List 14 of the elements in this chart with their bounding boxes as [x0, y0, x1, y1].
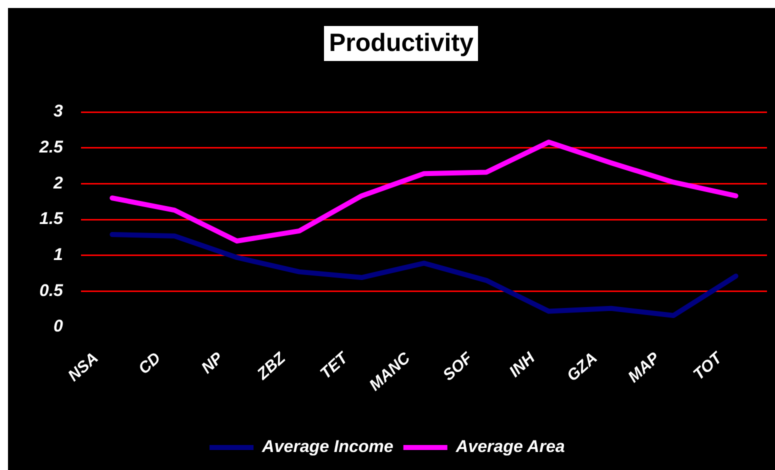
y-tick-label: 1 — [54, 245, 63, 264]
x-tick-label: GZA — [564, 350, 601, 385]
x-tick-label: NP — [198, 350, 227, 378]
y-tick-label: 0.5 — [39, 280, 64, 300]
x-tick-label: INH — [506, 349, 539, 381]
legend-label: Average Area — [454, 437, 565, 456]
y-tick-label: 2 — [52, 173, 64, 192]
x-tick-label: CD — [136, 349, 164, 378]
chart-title: Productivity — [324, 26, 478, 61]
y-tick-label: 3 — [54, 102, 64, 121]
y-tick-label: 0 — [54, 316, 64, 336]
legend-label: Average Income — [261, 437, 394, 456]
y-tick-label: 2.5 — [38, 138, 64, 157]
y-tick-label: 1.5 — [39, 209, 64, 228]
